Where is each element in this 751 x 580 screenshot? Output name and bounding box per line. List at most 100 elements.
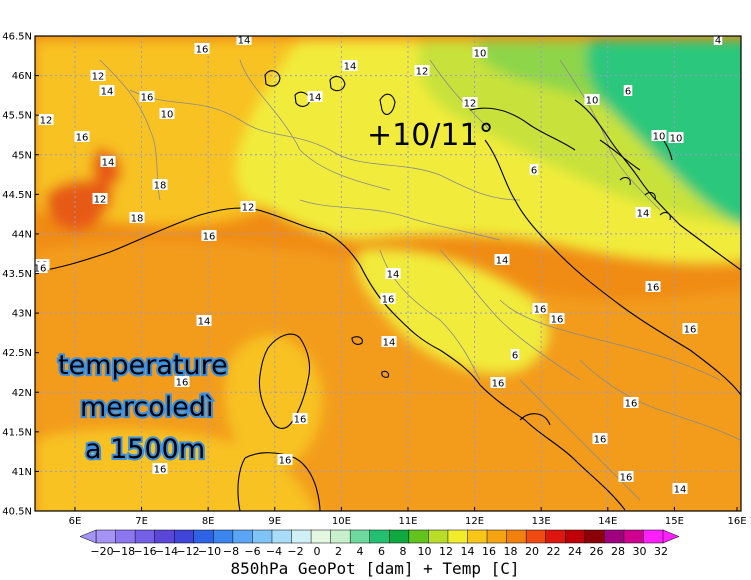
contour-label: 16 xyxy=(154,465,167,476)
scale-swatch xyxy=(173,529,195,544)
longitude-label: 9E xyxy=(268,516,281,527)
scale-swatch xyxy=(506,529,527,544)
contour-label: 14 xyxy=(387,270,400,281)
contour-label: 16 xyxy=(176,378,189,389)
contour-label: 14 xyxy=(637,209,650,220)
contour-label: 10 xyxy=(670,134,683,145)
scale-swatch xyxy=(604,529,625,544)
latitude-label: 45.5N xyxy=(2,111,32,122)
scale-tick-label: 28 xyxy=(611,545,625,558)
contour-label: 14 xyxy=(344,62,357,73)
contour-label-bg xyxy=(129,212,145,223)
admin-borders xyxy=(99,59,741,501)
contour-label-bg xyxy=(532,303,548,314)
longitude-label: 8E xyxy=(202,516,215,527)
contour-label: 16 xyxy=(551,315,564,326)
note-line-3: a 1500m xyxy=(85,434,205,465)
contour-label-bg xyxy=(529,164,539,175)
contour-label: 14 xyxy=(309,93,322,104)
contour-label: 6 xyxy=(531,166,537,177)
contour-label-bg xyxy=(35,262,48,273)
scale-tick-label: −16 xyxy=(133,545,156,558)
contour-label: 12 xyxy=(40,116,53,127)
scale-swatch xyxy=(310,529,332,544)
contour-label: 16 xyxy=(382,295,395,306)
contour-label-bg xyxy=(159,108,175,119)
scale-swatch xyxy=(389,529,410,544)
contour-label-bg xyxy=(292,413,308,424)
scale-tick-label: 22 xyxy=(547,545,561,558)
contour-label-bg xyxy=(152,179,168,190)
contour-label-bg xyxy=(307,91,323,102)
contour-label-bg xyxy=(381,336,397,347)
contour-label: 10 xyxy=(161,110,174,121)
contour-label: 14 xyxy=(101,87,114,98)
cool-zone-tuscany xyxy=(357,249,549,373)
contour-label: 12 xyxy=(416,67,429,78)
contour-label-bg xyxy=(196,315,212,326)
contour-label: 4 xyxy=(715,36,721,47)
longitude-axis: 6E 7E 8E 9E 10E 11E 12E 13E 14E 15E 16E xyxy=(69,507,747,527)
longitude-label: 14E xyxy=(598,516,617,527)
scale-swatch xyxy=(330,529,351,544)
latitude-label: 41.5N xyxy=(2,427,32,438)
longitude-label: 13E xyxy=(532,516,551,527)
contour-label-bg xyxy=(472,47,488,58)
scale-tick-label: 4 xyxy=(357,545,364,558)
scale-swatch xyxy=(134,529,156,544)
longitude-label: 6E xyxy=(69,516,82,527)
scale-tick-label: 18 xyxy=(504,545,518,558)
contour-label: 10 xyxy=(653,132,666,143)
latitude-label: 46.5N xyxy=(2,32,32,43)
contour-label: 16 xyxy=(76,133,89,144)
contour-label-bg xyxy=(462,97,478,108)
contour-label-bg xyxy=(90,70,106,81)
contour-label: 16 xyxy=(647,283,660,294)
contour-label-bg xyxy=(385,268,401,279)
latitude-label: 42N xyxy=(12,388,32,399)
longitude-label: 15E xyxy=(665,516,684,527)
scale-tick-label: 26 xyxy=(590,545,604,558)
scale-swatch xyxy=(428,529,449,544)
contour-label: 14 xyxy=(102,158,115,169)
contour-label: 16 xyxy=(684,325,697,336)
contour-label-bg xyxy=(549,313,565,324)
scale-swatch xyxy=(349,529,371,544)
scale-swatch xyxy=(252,529,273,544)
contour-label-bg xyxy=(380,293,396,304)
scale-swatch xyxy=(643,529,664,544)
scale-caption: 850hPa GeoPot [dam] + Temp [C] xyxy=(231,559,520,578)
contour-label: 6 xyxy=(512,351,518,362)
scale-arrow-right xyxy=(662,529,680,544)
contour-label-bg xyxy=(342,60,358,71)
contour-label-bg xyxy=(494,254,510,265)
scale-tick-label: 20 xyxy=(525,545,539,558)
contour-label-bg xyxy=(236,36,252,45)
contour-label: 18 xyxy=(154,181,167,192)
longitude-label: 12E xyxy=(465,516,484,527)
contour-label-bg xyxy=(100,156,116,167)
scale-tick-label: 2 xyxy=(335,545,342,558)
contour-label-bg xyxy=(682,323,698,334)
scale-swatch xyxy=(545,529,566,544)
scale-swatch xyxy=(232,529,254,544)
scale-swatch xyxy=(467,529,488,544)
contour-label-bg xyxy=(584,94,600,105)
latitude-label: 42.5N xyxy=(2,348,32,359)
scale-tick-label: 10 xyxy=(418,545,432,558)
scale-tick-label: 0 xyxy=(314,545,321,558)
scale-swatch xyxy=(95,529,117,544)
scale-tick-label: −14 xyxy=(155,545,178,558)
contour-label-bg xyxy=(592,433,608,444)
graticule xyxy=(35,36,741,511)
latitude-label: 44.5N xyxy=(2,190,32,201)
scale-swatch xyxy=(564,529,586,544)
contour-label-bg xyxy=(672,483,688,494)
contour-label-bg xyxy=(645,281,661,292)
contour-label: 14 xyxy=(674,485,687,496)
scale-swatch xyxy=(447,529,469,544)
scale-swatch xyxy=(369,529,391,544)
contour-label: 12 xyxy=(92,72,105,83)
contour-label: 18 xyxy=(131,214,144,225)
contour-label: 16 xyxy=(492,379,505,390)
